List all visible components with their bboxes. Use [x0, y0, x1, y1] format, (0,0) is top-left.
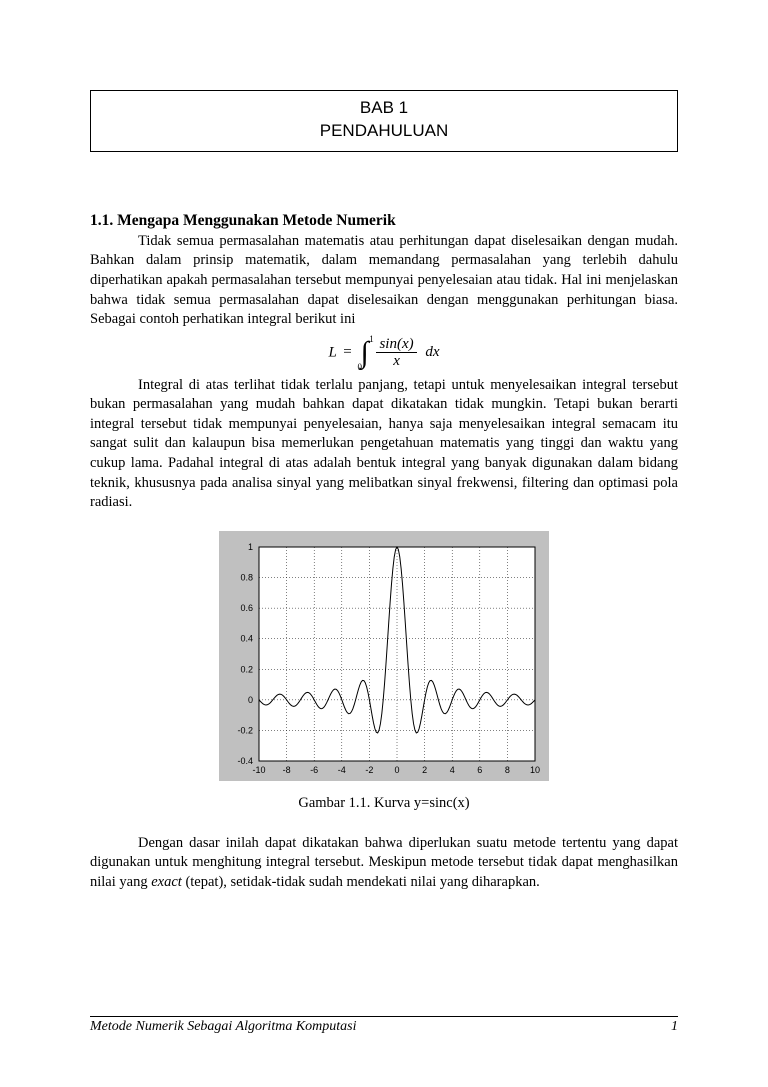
svg-text:-8: -8: [283, 765, 291, 775]
svg-text:1: 1: [248, 542, 253, 552]
chapter-label: BAB 1: [91, 97, 677, 120]
footer-page-number: 1: [671, 1019, 678, 1035]
svg-text:-2: -2: [365, 765, 373, 775]
svg-text:8: 8: [505, 765, 510, 775]
paragraph-3b: (tepat), setidak-tidak sudah mendekati n…: [182, 874, 540, 890]
paragraph-2-text: Integral di atas terlihat tidak terlalu …: [90, 377, 678, 510]
eq-numerator: sin(x): [376, 336, 416, 354]
page-footer: Metode Numerik Sebagai Algoritma Komputa…: [90, 1016, 678, 1035]
svg-text:-10: -10: [252, 765, 265, 775]
equation: L = 1 ∫ 0 sin(x) x dx: [90, 336, 678, 370]
footer-left: Metode Numerik Sebagai Algoritma Komputa…: [90, 1019, 357, 1035]
paragraph-1: Tidak semua permasalahan matematis atau …: [90, 232, 678, 330]
eq-lhs: L: [328, 344, 336, 360]
sinc-chart: -10 -8 -6 -4 -2 0 2 4 6 8 10 -0.4 -0.2 0 0.2 0.4 0.6 0.8 1: [219, 531, 549, 781]
chapter-title-box: BAB 1 PENDAHULUAN: [90, 90, 678, 152]
eq-int-lower: 0: [358, 362, 363, 372]
svg-text:-0.2: -0.2: [237, 725, 253, 735]
svg-text:-0.4: -0.4: [237, 756, 253, 766]
chart-container: -10 -8 -6 -4 -2 0 2 4 6 8 10 -0.4 -0.2 0 0.2 0.4 0.6 0.8 1: [90, 531, 678, 781]
paragraph-1-text: Tidak semua permasalahan matematis atau …: [90, 233, 678, 327]
svg-text:0.4: 0.4: [240, 633, 253, 643]
eq-integral: 1 ∫ 0: [361, 339, 369, 367]
svg-text:2: 2: [422, 765, 427, 775]
eq-fraction: sin(x) x: [376, 336, 416, 370]
eq-equals: =: [343, 344, 351, 360]
footer-rule: [90, 1016, 678, 1017]
svg-text:6: 6: [477, 765, 482, 775]
paragraph-3-italic: exact: [151, 874, 182, 890]
eq-dx: dx: [425, 344, 439, 360]
svg-text:-4: -4: [338, 765, 346, 775]
paragraph-2: Integral di atas terlihat tidak terlalu …: [90, 376, 678, 513]
svg-text:0: 0: [394, 765, 399, 775]
chapter-title: PENDAHULUAN: [91, 120, 677, 143]
section-heading: 1.1. Mengapa Menggunakan Metode Numerik: [90, 212, 678, 230]
svg-text:0.2: 0.2: [240, 664, 253, 674]
svg-text:-6: -6: [310, 765, 318, 775]
eq-denominator: x: [376, 353, 416, 370]
svg-text:0.6: 0.6: [240, 603, 253, 613]
chart-caption: Gambar 1.1. Kurva y=sinc(x): [90, 795, 678, 812]
svg-text:0.8: 0.8: [240, 572, 253, 582]
svg-text:0: 0: [248, 694, 253, 704]
eq-int-upper: 1: [369, 334, 374, 344]
svg-text:4: 4: [450, 765, 455, 775]
paragraph-3: Dengan dasar inilah dapat dikatakan bahw…: [90, 834, 678, 893]
svg-text:10: 10: [530, 765, 540, 775]
